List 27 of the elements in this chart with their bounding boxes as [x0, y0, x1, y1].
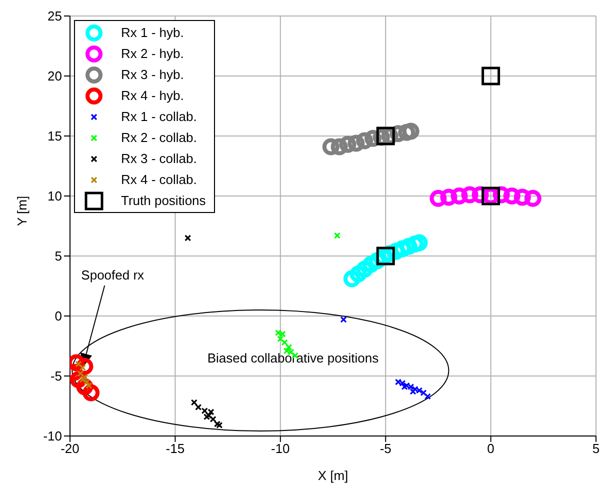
x-tick-label: -15: [166, 441, 185, 456]
y-tick-label: 10: [48, 188, 62, 204]
legend-label: Rx 4 - collab.: [121, 172, 197, 187]
x-axis-title: X [m]: [318, 468, 348, 483]
x-tick-label: -10: [271, 441, 290, 456]
legend-label: Rx 3 - collab.: [121, 151, 197, 166]
legend-label: Truth positions: [121, 193, 206, 208]
y-tick-label: -5: [50, 368, 62, 384]
y-tick-label: 5: [54, 248, 62, 264]
x-tick-label: 5: [592, 441, 600, 456]
legend-label: Rx 2 - collab.: [121, 130, 197, 145]
y-tick-label: 25: [48, 8, 62, 24]
legend-label: Rx 1 - collab.: [121, 109, 197, 124]
y-tick-label: 20: [48, 68, 62, 84]
legend-label: Rx 2 - hyb.: [121, 46, 184, 61]
y-axis-title: Y [m]: [14, 196, 30, 226]
x-tick-label: 0: [487, 441, 494, 456]
legend-label: Rx 3 - hyb.: [121, 67, 184, 82]
legend-label: Rx 1 - hyb.: [121, 25, 184, 40]
y-tick-label: 0: [54, 308, 62, 324]
legend-label: Rx 4 - hyb.: [121, 88, 184, 103]
x-tick-label: -5: [380, 441, 392, 456]
x-tick-label: -20: [60, 441, 80, 456]
annotation: Biased collaborative positions: [207, 350, 380, 366]
y-tick-label: -10: [43, 428, 62, 444]
annotation: Spoofed rx: [81, 268, 145, 283]
y-tick-label: 15: [48, 128, 62, 144]
